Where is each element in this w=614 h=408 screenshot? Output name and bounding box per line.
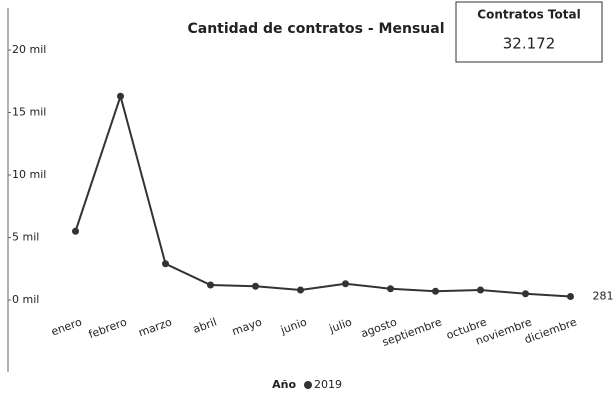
x-tick-label: mayo [230, 315, 264, 338]
x-tick-label: enero [49, 315, 83, 338]
marker [342, 280, 349, 288]
x-tick-label: marzo [137, 315, 174, 339]
x-tick-label: abril [191, 315, 218, 336]
marker [567, 292, 574, 300]
y-tick-label: 5 mil [12, 231, 39, 244]
x-tick-label: diciembre [523, 315, 579, 346]
y-tick-label: 20 mil [12, 43, 46, 56]
data-label: 281 [593, 289, 614, 302]
x-tick-label: junio [278, 315, 309, 337]
marker [432, 287, 439, 295]
y-tick-label: 0 mil [12, 293, 39, 306]
x-tick-label: febrero [87, 315, 129, 341]
marker [207, 281, 214, 289]
legend-marker [304, 381, 312, 389]
marker [252, 282, 259, 290]
marker [477, 286, 484, 294]
line [74, 92, 571, 298]
kpi-value: 32.172 [503, 35, 556, 53]
kpi-label: Contratos Total [477, 8, 580, 22]
chart-title: Cantidad de contratos - Mensual [187, 21, 444, 37]
marker [72, 227, 79, 235]
marker [522, 290, 529, 298]
marker [117, 92, 124, 100]
legend-title: Año [272, 378, 296, 391]
kpi-card [455, 1, 603, 63]
y-tick-label: 10 mil [12, 168, 46, 181]
y-tick-label: 15 mil [12, 106, 46, 119]
marker [162, 260, 169, 268]
marker [387, 285, 394, 293]
x-tick-label: julio [327, 315, 354, 335]
marker [297, 286, 304, 294]
legend-label: 2019 [314, 378, 342, 391]
